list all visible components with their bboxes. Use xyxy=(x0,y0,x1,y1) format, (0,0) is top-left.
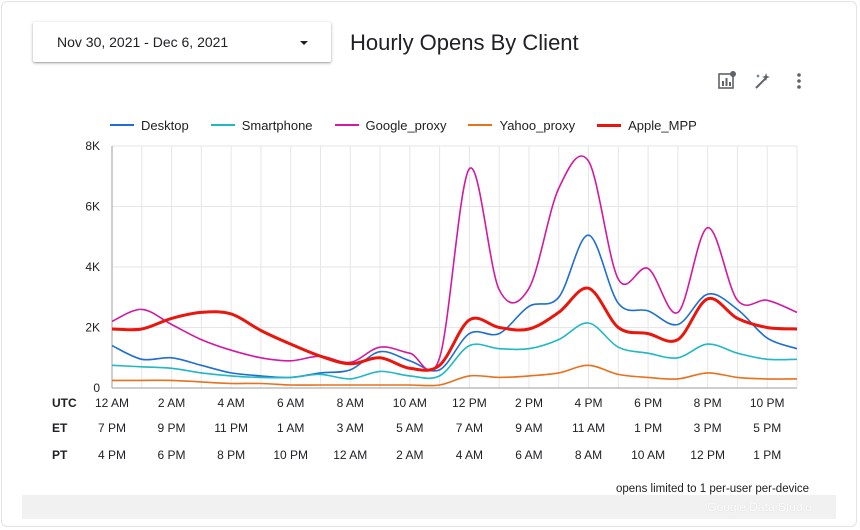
series-line-yahoo-proxy xyxy=(112,364,798,387)
legend-item-yahoo-proxy[interactable]: Yahoo_proxy xyxy=(468,118,575,133)
page-title: Hourly Opens By Client xyxy=(350,30,579,55)
y-tick-label: 8K xyxy=(85,139,100,153)
x-tick-label: 10 PM xyxy=(273,448,308,462)
x-tick-label: 8 PM xyxy=(217,448,245,462)
legend-label: Apple_MPP xyxy=(628,117,697,133)
x-tick-label: 8 AM xyxy=(575,448,602,462)
series-line-desktop xyxy=(111,234,798,379)
footer-bar: Google Data Studio xyxy=(22,495,836,519)
chart-insights-icon[interactable] xyxy=(716,70,738,92)
x-tick-label: 12 PM xyxy=(690,448,725,462)
legend-swatch xyxy=(334,124,359,126)
x-tick-label: 5 PM xyxy=(753,421,781,435)
y-tick-label: 4K xyxy=(85,260,100,274)
more-vert-icon[interactable] xyxy=(788,70,810,92)
x-tick-label: 8 AM xyxy=(337,396,364,410)
series-line-smartphone xyxy=(111,322,798,380)
x-tick-label: 12 AM xyxy=(333,448,367,462)
timezone-label-utc: UTC xyxy=(52,396,77,410)
x-tick-label: 10 AM xyxy=(393,396,427,410)
date-range-picker[interactable]: Nov 30, 2021 - Dec 6, 2021 xyxy=(33,22,331,62)
x-tick-label: 2 AM xyxy=(158,396,185,410)
x-tick-label: 11 PM xyxy=(214,421,248,435)
chart-legend: Desktop Smartphone Google_proxy Yahoo_proxy… xyxy=(110,116,719,134)
x-tick-label: 4 PM xyxy=(575,396,603,410)
legend-item-smartphone[interactable]: Smartphone xyxy=(210,117,313,133)
x-tick-label: 11 AM xyxy=(572,421,605,435)
y-tick-label: 6K xyxy=(85,200,100,214)
x-tick-label: 12 PM xyxy=(452,396,487,410)
legend-swatch xyxy=(110,124,134,126)
x-tick-label: 7 PM xyxy=(98,421,126,435)
x-tick-label: 6 PM xyxy=(634,396,662,410)
x-tick-label: 8 PM xyxy=(694,396,722,410)
x-tick-label: 6 AM xyxy=(277,396,304,410)
x-tick-label: 4 AM xyxy=(456,448,483,462)
x-tick-label: 6 AM xyxy=(515,448,542,462)
x-tick-label: 1 AM xyxy=(277,421,304,435)
optimize-icon[interactable] xyxy=(752,70,774,92)
legend-item-desktop[interactable]: Desktop xyxy=(110,118,189,133)
legend-item-google-proxy[interactable]: Google_proxy xyxy=(334,117,447,133)
legend-swatch xyxy=(210,124,235,126)
x-tick-label: 9 PM xyxy=(158,421,186,435)
x-tick-label: 4 AM xyxy=(217,396,244,410)
legend-label: Google_proxy xyxy=(365,117,447,133)
x-tick-label: 1 PM xyxy=(634,421,662,435)
legend-swatch xyxy=(597,123,622,127)
y-tick-label: 0 xyxy=(93,381,100,395)
series-line-google-proxy xyxy=(111,155,798,372)
x-tick-label: 3 PM xyxy=(694,421,722,435)
x-tick-label: 7 AM xyxy=(456,421,483,435)
date-range-label: Nov 30, 2021 - Dec 6, 2021 xyxy=(57,34,229,50)
watermark: Google Data Studio xyxy=(707,500,812,514)
legend-label: Yahoo_proxy xyxy=(499,117,576,133)
legend-label: Smartphone xyxy=(241,117,313,133)
x-tick-label: 12 AM xyxy=(95,396,129,410)
legend-label: Desktop xyxy=(141,117,189,133)
legend-item-apple-mpp[interactable]: Apple_MPP xyxy=(597,118,697,133)
line-chart: 0 2K 4K 6K 8K UTC 12 AM 2 AM 4 AM 6 AM 8 AM 10 AM 12… xyxy=(52,139,798,462)
x-tick-label: 6 PM xyxy=(158,448,186,462)
x-tick-label: 10 PM xyxy=(750,396,785,410)
x-tick-label: 10 AM xyxy=(631,448,665,462)
y-tick-label: 2K xyxy=(85,321,100,335)
legend-swatch xyxy=(468,124,493,126)
x-tick-label: 3 AM xyxy=(337,421,364,435)
chevron-down-icon xyxy=(300,41,308,45)
x-tick-label: 2 PM xyxy=(515,396,543,410)
series-line-apple-mpp xyxy=(111,286,798,372)
x-tick-label: 1 PM xyxy=(753,448,781,462)
footnote: opens limited to 1 per-user per-device xyxy=(616,483,810,495)
timezone-label-et: ET xyxy=(52,421,68,435)
x-tick-label: 9 AM xyxy=(515,421,542,435)
x-tick-label: 2 AM xyxy=(396,448,423,462)
timezone-label-pt: PT xyxy=(52,448,68,462)
x-tick-label: 5 AM xyxy=(396,421,423,435)
x-tick-label: 4 PM xyxy=(98,448,126,462)
